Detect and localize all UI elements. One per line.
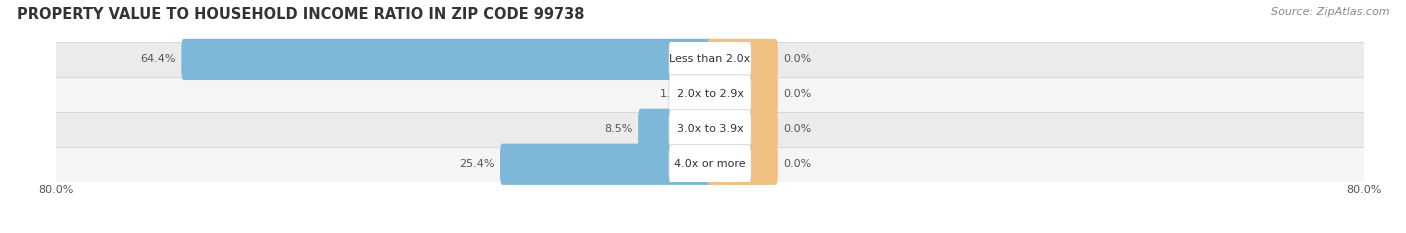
- Text: Source: ZipAtlas.com: Source: ZipAtlas.com: [1271, 7, 1389, 17]
- FancyBboxPatch shape: [638, 109, 713, 150]
- Legend: Without Mortgage, With Mortgage: Without Mortgage, With Mortgage: [592, 230, 828, 233]
- Text: 0.0%: 0.0%: [783, 124, 811, 134]
- Bar: [56, 147, 1364, 182]
- FancyBboxPatch shape: [693, 74, 713, 115]
- FancyBboxPatch shape: [501, 144, 713, 185]
- FancyBboxPatch shape: [707, 144, 778, 185]
- FancyBboxPatch shape: [707, 39, 778, 80]
- FancyBboxPatch shape: [669, 145, 751, 184]
- Text: Less than 2.0x: Less than 2.0x: [669, 55, 751, 64]
- Text: 0.0%: 0.0%: [783, 55, 811, 64]
- Bar: [56, 112, 1364, 147]
- Bar: [56, 77, 1364, 112]
- Text: 8.5%: 8.5%: [605, 124, 633, 134]
- Bar: [56, 42, 1364, 77]
- Text: 64.4%: 64.4%: [141, 55, 176, 64]
- FancyBboxPatch shape: [181, 39, 713, 80]
- Text: 4.0x or more: 4.0x or more: [675, 159, 745, 169]
- FancyBboxPatch shape: [669, 75, 751, 114]
- FancyBboxPatch shape: [669, 110, 751, 149]
- Text: 2.0x to 2.9x: 2.0x to 2.9x: [676, 89, 744, 99]
- FancyBboxPatch shape: [707, 74, 778, 115]
- Text: 0.0%: 0.0%: [783, 159, 811, 169]
- FancyBboxPatch shape: [669, 40, 751, 79]
- Text: 0.0%: 0.0%: [783, 89, 811, 99]
- Text: 3.0x to 3.9x: 3.0x to 3.9x: [676, 124, 744, 134]
- Text: 25.4%: 25.4%: [458, 159, 495, 169]
- Text: 1.7%: 1.7%: [659, 89, 688, 99]
- Text: PROPERTY VALUE TO HOUSEHOLD INCOME RATIO IN ZIP CODE 99738: PROPERTY VALUE TO HOUSEHOLD INCOME RATIO…: [17, 7, 585, 22]
- FancyBboxPatch shape: [707, 109, 778, 150]
